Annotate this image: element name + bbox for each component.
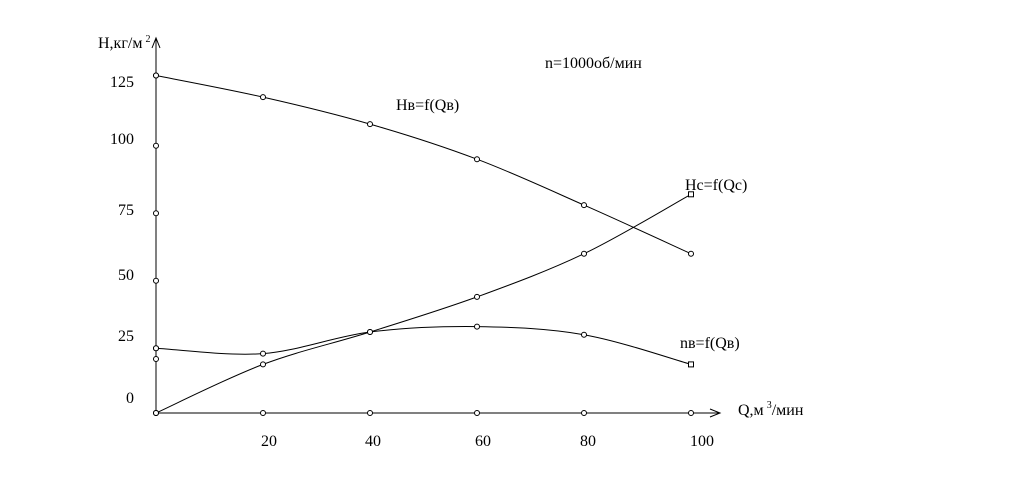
x-axis-marker (688, 410, 694, 416)
y-axis-marker (153, 277, 159, 284)
y-tick-labels: 0 25 50 75 100 125 (110, 74, 134, 407)
x-tick-label: 100 (690, 433, 714, 450)
x-axis-arrow (709, 408, 722, 418)
y-tick-label: 50 (118, 267, 134, 284)
series-label: Hв=f(Qв) (396, 97, 459, 114)
y-axis-marker (153, 210, 159, 217)
data-point-marker (581, 331, 587, 338)
data-point-marker (688, 191, 694, 198)
series-label: nв=f(Qв) (680, 335, 740, 352)
chart-title: n=1000об/мин (545, 55, 642, 72)
x-axis-marker (367, 410, 373, 416)
x-tick-label: 40 (365, 433, 381, 450)
y-axis-marker (153, 345, 159, 352)
data-point-marker (367, 121, 373, 128)
x-axis-marker (581, 410, 587, 416)
series-label: Hc=f(Qc) (685, 177, 747, 194)
data-point-marker (474, 293, 480, 300)
x-tick-label: 20 (261, 433, 277, 450)
x-tick-label: 80 (580, 433, 596, 450)
data-point-marker (688, 250, 694, 257)
data-point-marker (260, 350, 266, 357)
data-point-marker (260, 361, 266, 368)
y-axis-marker (153, 356, 159, 362)
y-axis-marker (153, 142, 159, 149)
y-tick-label: 125 (110, 74, 134, 91)
data-markers (153, 72, 694, 416)
series-labels: Hв=f(Qв) Hc=f(Qc) nв=f(Qв) (396, 97, 747, 352)
y-tick-label: 75 (118, 202, 134, 219)
x-tick-label: 60 (475, 433, 491, 450)
y-tick-label: 25 (118, 328, 134, 345)
x-tick-labels: 20 40 60 80 100 (261, 433, 714, 450)
data-point-marker (581, 202, 587, 209)
y-axis-label: H,кг/м 2 (98, 34, 150, 52)
data-point-marker (474, 323, 480, 330)
x-axis-marker (260, 410, 266, 416)
data-point-marker (260, 94, 266, 101)
x-axis-marker (474, 410, 480, 416)
data-point-marker (367, 329, 373, 335)
y-axis-arrow (151, 36, 161, 49)
y-axis-marker (153, 72, 159, 79)
x-axis-label: Q,м 3/мин (738, 400, 804, 419)
curve-nv (155, 326, 692, 365)
curve-hv (155, 75, 692, 255)
curve-hc (155, 193, 692, 414)
data-point-marker (581, 250, 587, 257)
y-tick-label: 100 (110, 131, 134, 148)
x-axis-marker (153, 410, 159, 416)
series-curves (155, 75, 692, 414)
data-point-marker (688, 361, 694, 368)
data-point-marker (474, 156, 480, 163)
y-tick-label: 0 (126, 390, 134, 407)
